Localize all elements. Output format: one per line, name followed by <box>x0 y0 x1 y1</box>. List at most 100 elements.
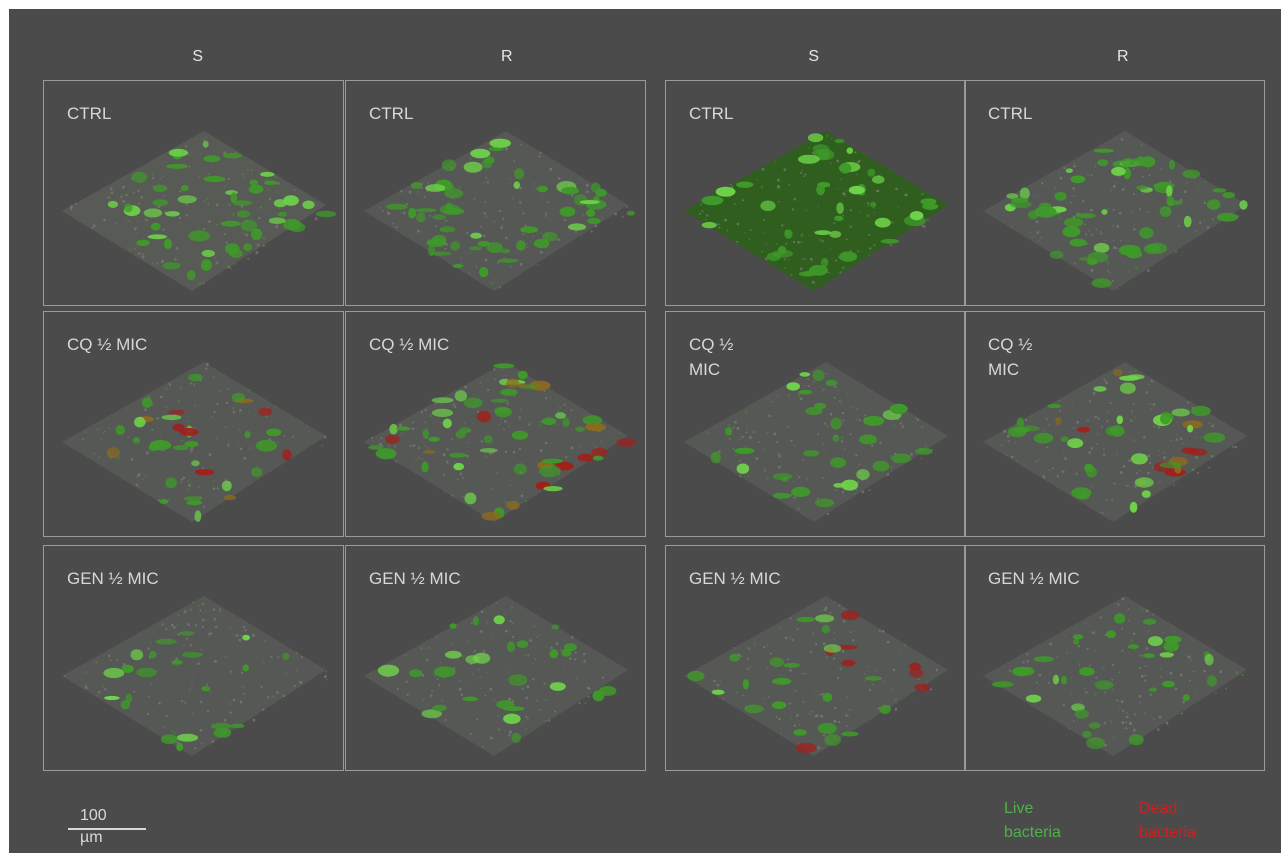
biofilm-speckle <box>293 684 296 687</box>
biofilm-speckle <box>877 189 880 193</box>
biofilm-speckle <box>180 481 182 483</box>
biofilm-speckle <box>791 208 795 211</box>
biofilm-speckle <box>1087 419 1089 422</box>
bacteria-cluster <box>213 727 232 738</box>
biofilm-dense-layer <box>684 131 948 291</box>
biofilm-speckle <box>277 656 280 659</box>
biofilm-speckle <box>445 219 448 222</box>
biofilm-speckle <box>798 476 801 479</box>
bacteria-cluster <box>1118 244 1141 256</box>
biofilm-speckle <box>904 193 908 197</box>
bacteria-cluster <box>479 266 489 278</box>
biofilm-speckle <box>171 730 175 733</box>
biofilm-speckle <box>493 368 496 371</box>
biofilm-speckle <box>844 195 847 197</box>
biofilm-speckle <box>208 172 210 175</box>
biofilm-speckle <box>497 261 500 264</box>
biofilm-speckle <box>1132 192 1135 195</box>
biofilm-speckle <box>587 695 590 699</box>
biofilm-speckle <box>518 447 521 450</box>
biofilm-speckle <box>766 694 768 696</box>
biofilm-speckle <box>838 604 841 607</box>
biofilm-speckle <box>718 226 721 229</box>
biofilm-speckle <box>276 191 279 194</box>
biofilm-speckle <box>549 167 553 171</box>
biofilm-speckle <box>829 412 833 416</box>
biofilm-speckle <box>159 178 162 180</box>
biofilm-speckle <box>1196 471 1199 474</box>
biofilm-speckle <box>1153 425 1156 428</box>
biofilm-speckle <box>1028 231 1032 234</box>
bacteria-cluster <box>106 447 120 459</box>
biofilm-speckle <box>822 642 826 646</box>
biofilm-speckle <box>1132 470 1135 472</box>
biofilm-speckle <box>842 494 845 497</box>
biofilm-speckle <box>1125 715 1129 719</box>
bacteria-cluster <box>841 731 859 737</box>
biofilm-speckle <box>427 646 430 649</box>
bacteria-cluster <box>1160 413 1171 425</box>
panel-gen-half-mic-r-1: GEN ½ MIC <box>345 545 646 771</box>
bacteria-cluster <box>141 397 153 408</box>
biofilm-speckle <box>538 424 542 427</box>
biofilm-speckle <box>1024 418 1028 422</box>
biofilm-speckle <box>156 262 158 265</box>
biofilm-speckle <box>103 218 106 222</box>
biofilm-speckle <box>426 658 428 661</box>
bacteria-cluster <box>150 222 161 231</box>
bacteria-cluster <box>172 445 189 451</box>
bacteria-cluster <box>549 649 559 659</box>
biofilm-speckle <box>839 399 841 402</box>
biofilm-speckle <box>1088 664 1091 667</box>
bacteria-cluster <box>224 243 240 255</box>
bacteria-cluster <box>1020 667 1035 676</box>
biofilm-speckle <box>215 203 219 207</box>
biofilm-speckle <box>463 423 466 425</box>
biofilm-speckle <box>805 209 808 212</box>
biofilm-speckle <box>893 699 895 702</box>
biofilm-speckle <box>556 419 558 421</box>
biofilm-speckle <box>770 652 772 655</box>
bacteria-cluster <box>493 363 515 369</box>
biofilm-speckle <box>545 699 547 701</box>
bacteria-cluster <box>1072 638 1080 645</box>
biofilm-speckle <box>573 658 577 661</box>
biofilm-speckle <box>1133 224 1136 227</box>
biofilm-speckle <box>484 258 488 262</box>
biofilm-speckle <box>229 711 232 714</box>
bacteria-cluster <box>184 441 199 448</box>
biofilm-speckle <box>1096 432 1100 436</box>
biofilm-speckle <box>144 408 147 411</box>
biofilm-speckle <box>1123 262 1125 264</box>
biofilm-speckle <box>1112 184 1116 188</box>
biofilm-speckle <box>1125 711 1128 715</box>
bacteria-cluster <box>1159 462 1182 469</box>
biofilm-speckle <box>427 703 429 705</box>
bacteria-cluster <box>237 210 250 218</box>
biofilm-speckle <box>419 679 421 681</box>
biofilm-speckle <box>1143 436 1146 439</box>
bacteria-cluster <box>592 455 604 461</box>
biofilm-speckle <box>741 435 744 439</box>
biofilm-speckle <box>574 651 577 654</box>
biofilm-speckle <box>459 680 462 682</box>
biofilm-speckle <box>183 610 187 614</box>
biofilm-speckle <box>788 708 790 710</box>
biofilm-speckle <box>913 695 916 697</box>
bacteria-cluster <box>1212 188 1227 193</box>
bacteria-cluster <box>856 469 870 480</box>
biofilm-speckle <box>457 478 459 481</box>
biofilm-speckle <box>1159 667 1162 671</box>
biofilm-speckle <box>788 183 790 185</box>
biofilm-speckle <box>133 248 136 250</box>
biofilm-speckle <box>538 634 542 637</box>
bacteria-cluster <box>136 667 157 678</box>
biofilm-speckle <box>239 700 243 704</box>
biofilm-speckle <box>470 157 472 160</box>
biofilm-speckle <box>267 696 270 699</box>
bacteria-cluster <box>1067 438 1084 449</box>
biofilm-speckle <box>895 698 897 700</box>
biofilm-speckle <box>1045 418 1048 421</box>
biofilm-speckle <box>784 413 786 415</box>
biofilm-speckle <box>536 636 538 638</box>
